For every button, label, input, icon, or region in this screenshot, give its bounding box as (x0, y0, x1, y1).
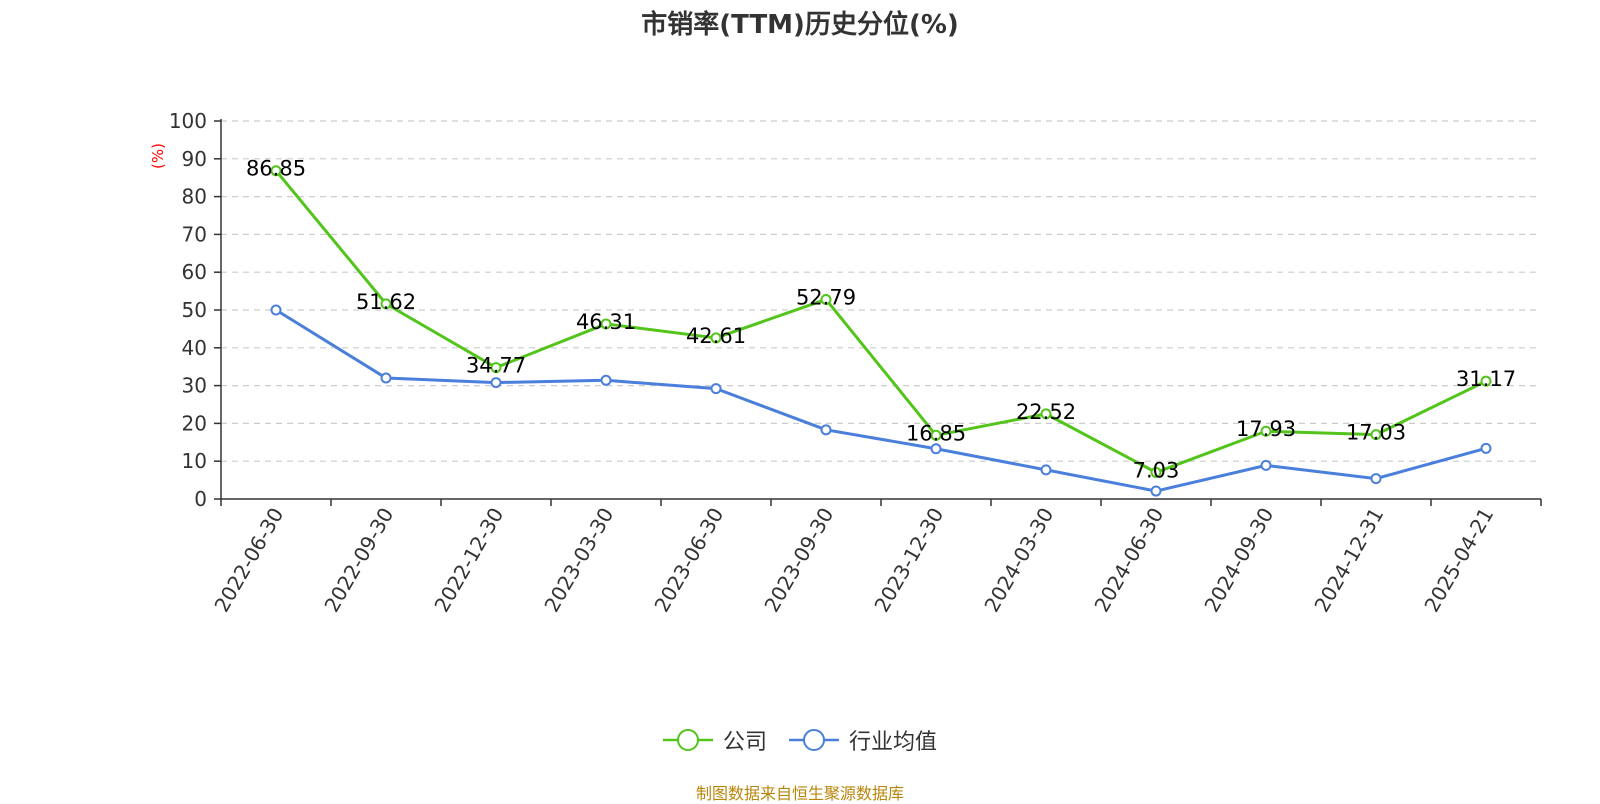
data-label: 42.61 (686, 324, 746, 348)
data-label: 31.17 (1456, 367, 1516, 391)
x-tick-label: 2023-12-30 (869, 504, 948, 617)
y-axis-unit-label: (%) (149, 143, 167, 169)
x-tick-label: 2024-12-31 (1309, 504, 1388, 617)
legend-label-company: 公司 (722, 730, 767, 755)
data-point (600, 374, 612, 386)
data-label: 22.52 (1016, 400, 1076, 424)
legend: 公司 行业均值 (0, 722, 1600, 758)
data-point (930, 443, 942, 455)
y-tick-label: 100 (169, 109, 207, 133)
data-point (710, 332, 722, 344)
legend-item-company[interactable]: 公司 (662, 724, 767, 756)
x-tick-label: 2022-09-30 (319, 504, 398, 617)
data-label: 52.79 (796, 285, 856, 309)
data-point (1370, 473, 1382, 485)
data-point (1480, 442, 1492, 454)
data-point (710, 383, 722, 395)
data-point (1370, 429, 1382, 441)
x-tick-label: 2025-04-21 (1419, 504, 1498, 617)
data-point (1150, 466, 1162, 478)
y-tick-label: 50 (182, 298, 207, 322)
data-point (490, 377, 502, 389)
data-point (380, 372, 392, 384)
x-tick-labels: 2022-06-30 2022-09-30 2022-12-30 2023-03-30… (209, 504, 1498, 617)
legend-symbol-industry-average (789, 729, 839, 751)
y-tick-label: 10 (182, 449, 207, 473)
y-tick-label: 0 (194, 487, 207, 511)
legend-label-industry-average: 行业均值 (849, 730, 938, 755)
data-labels: 86.85 51.62 34.77 46.31 42.61 52.79 16.85 22.52… (246, 157, 1516, 483)
series-line-0 (274, 169, 1487, 474)
legend-symbol-company (662, 729, 713, 751)
data-point (1480, 375, 1492, 387)
data-label: 34.77 (466, 354, 526, 378)
data-point (600, 318, 612, 330)
grid-lines (221, 120, 1541, 462)
data-label: 17.93 (1236, 417, 1296, 441)
x-tick-label: 2022-12-30 (429, 504, 508, 617)
legend-item-industry-average[interactable]: 行业均值 (789, 724, 937, 756)
data-point (1260, 459, 1272, 471)
data-point (270, 304, 282, 316)
y-tick-label: 60 (182, 260, 207, 284)
y-tick-label: 40 (182, 336, 207, 360)
data-label: 7.03 (1133, 458, 1180, 482)
data-point (1040, 408, 1052, 420)
series-lines (270, 165, 1492, 497)
data-point (270, 165, 282, 177)
chart-title: 市销率(TTM)历史分位(%) (641, 10, 959, 40)
data-label: 51.62 (356, 290, 416, 314)
data-point (380, 298, 392, 310)
x-tick-label: 2023-06-30 (649, 504, 728, 617)
data-label: 86.85 (246, 157, 306, 181)
y-tick-label: 30 (182, 374, 207, 398)
data-label: 46.31 (576, 310, 636, 334)
x-tick-label: 2024-03-30 (979, 504, 1058, 617)
x-tick-label: 2024-06-30 (1089, 504, 1168, 617)
data-point (820, 293, 832, 305)
data-point (490, 362, 502, 374)
y-tick-label: 70 (182, 222, 207, 246)
y-tick-label: 20 (182, 411, 207, 435)
series-line-1 (275, 308, 1487, 493)
y-tick-labels: 0 10 20 30 40 50 60 70 80 90 100 (169, 109, 207, 511)
x-tick-label: 2023-09-30 (759, 504, 838, 617)
data-point (820, 424, 832, 436)
data-point (1260, 425, 1272, 437)
data-point (930, 429, 942, 441)
data-label: 17.03 (1346, 421, 1406, 445)
data-point (1040, 464, 1052, 476)
x-tick-label: 2022-06-30 (209, 504, 288, 617)
data-source-note: 制图数据来自恒生聚源数据库 (695, 784, 904, 803)
x-tick-label: 2024-09-30 (1199, 504, 1278, 617)
y-tick-label: 90 (182, 147, 207, 171)
axes (214, 119, 1542, 506)
y-tick-label: 80 (182, 185, 207, 209)
data-label: 16.85 (906, 421, 966, 445)
x-tick-label: 2023-03-30 (539, 504, 618, 617)
line-chart: 0 10 20 30 40 50 60 70 80 90 100 2022-06-30 2022-09… (149, 109, 1542, 617)
data-point (1150, 485, 1162, 497)
